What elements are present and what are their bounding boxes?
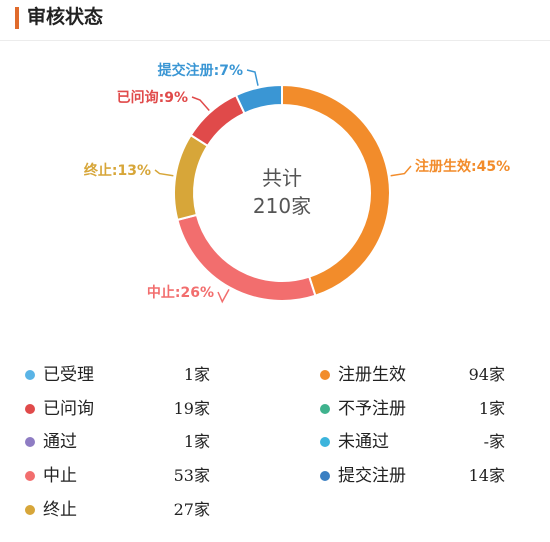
legend-color-swatch [25,404,35,414]
slice-leader-line [217,289,230,304]
legend-count: 1家 [478,399,505,418]
donut-slice[interactable] [234,83,283,115]
legend-color-swatch [320,370,330,380]
slice-leader-line [191,96,210,111]
legend-color-swatch [25,505,35,515]
page-title: 审核状态 [27,6,104,28]
slice-leader-line [154,169,174,177]
legend-color-swatch [25,471,35,481]
chart-center-total: 210家 [253,194,311,218]
legend-label: 注册生效 [338,365,406,385]
donut-slice[interactable] [173,133,210,222]
legend-item[interactable]: 中止 53家 [25,463,210,489]
chart-legend: 已受理 1家 已问询 19家 通过 1家 中止 53家 终止 27家 注册生效 94家 不予注册 1家 未通… [0,355,550,542]
section-header: 审核状态 [0,0,550,41]
header-accent-bar [15,7,19,29]
legend-count: 27家 [173,500,210,519]
legend-count: 19家 [173,399,210,418]
slice-data-label: 终止:13% [84,162,151,179]
legend-color-swatch [25,370,35,380]
legend-color-swatch [320,437,330,447]
donut-slice[interactable] [281,83,391,297]
donut-slice[interactable] [189,93,246,148]
legend-label: 已问询 [43,399,94,419]
slice-data-label: 中止:26% [147,284,214,301]
legend-label: 未通过 [338,432,389,452]
legend-label: 中止 [43,466,77,486]
legend-label: 不予注册 [338,399,406,419]
legend-count: -家 [483,432,505,451]
legend-item[interactable]: 注册生效 94家 [320,362,505,388]
legend-item[interactable]: 不予注册 1家 [320,396,505,422]
legend-count: 53家 [173,466,210,485]
legend-item[interactable]: 未通过 -家 [320,429,505,455]
legend-label: 提交注册 [338,466,406,486]
legend-item[interactable]: 终止 27家 [25,497,210,523]
legend-count: 1家 [183,432,210,451]
slice-leader-line [390,165,412,177]
slice-data-label: 提交注册:7% [158,62,243,79]
slice-data-label: 已问询:9% [117,89,188,106]
legend-label: 通过 [43,432,77,452]
legend-color-swatch [320,404,330,414]
slice-leader-line [246,69,259,86]
legend-count: 1家 [183,365,210,384]
slice-data-label: 注册生效:45% [415,158,510,175]
legend-item[interactable]: 通过 1家 [25,429,210,455]
legend-color-swatch [25,437,35,447]
donut-chart: 注册生效:45% 中止:26% 终止:13% 已问询:9% 提交注册:7% 共计 210… [84,62,510,304]
legend-item[interactable]: 已受理 1家 [25,362,210,388]
legend-item[interactable]: 已问询 19家 [25,396,210,422]
legend-label: 已受理 [43,365,94,385]
legend-count: 94家 [468,365,505,384]
legend-label: 终止 [43,500,77,520]
chart-center-title: 共计 [262,166,302,190]
legend-count: 14家 [468,466,505,485]
legend-item[interactable]: 提交注册 14家 [320,463,505,489]
legend-color-swatch [320,471,330,481]
